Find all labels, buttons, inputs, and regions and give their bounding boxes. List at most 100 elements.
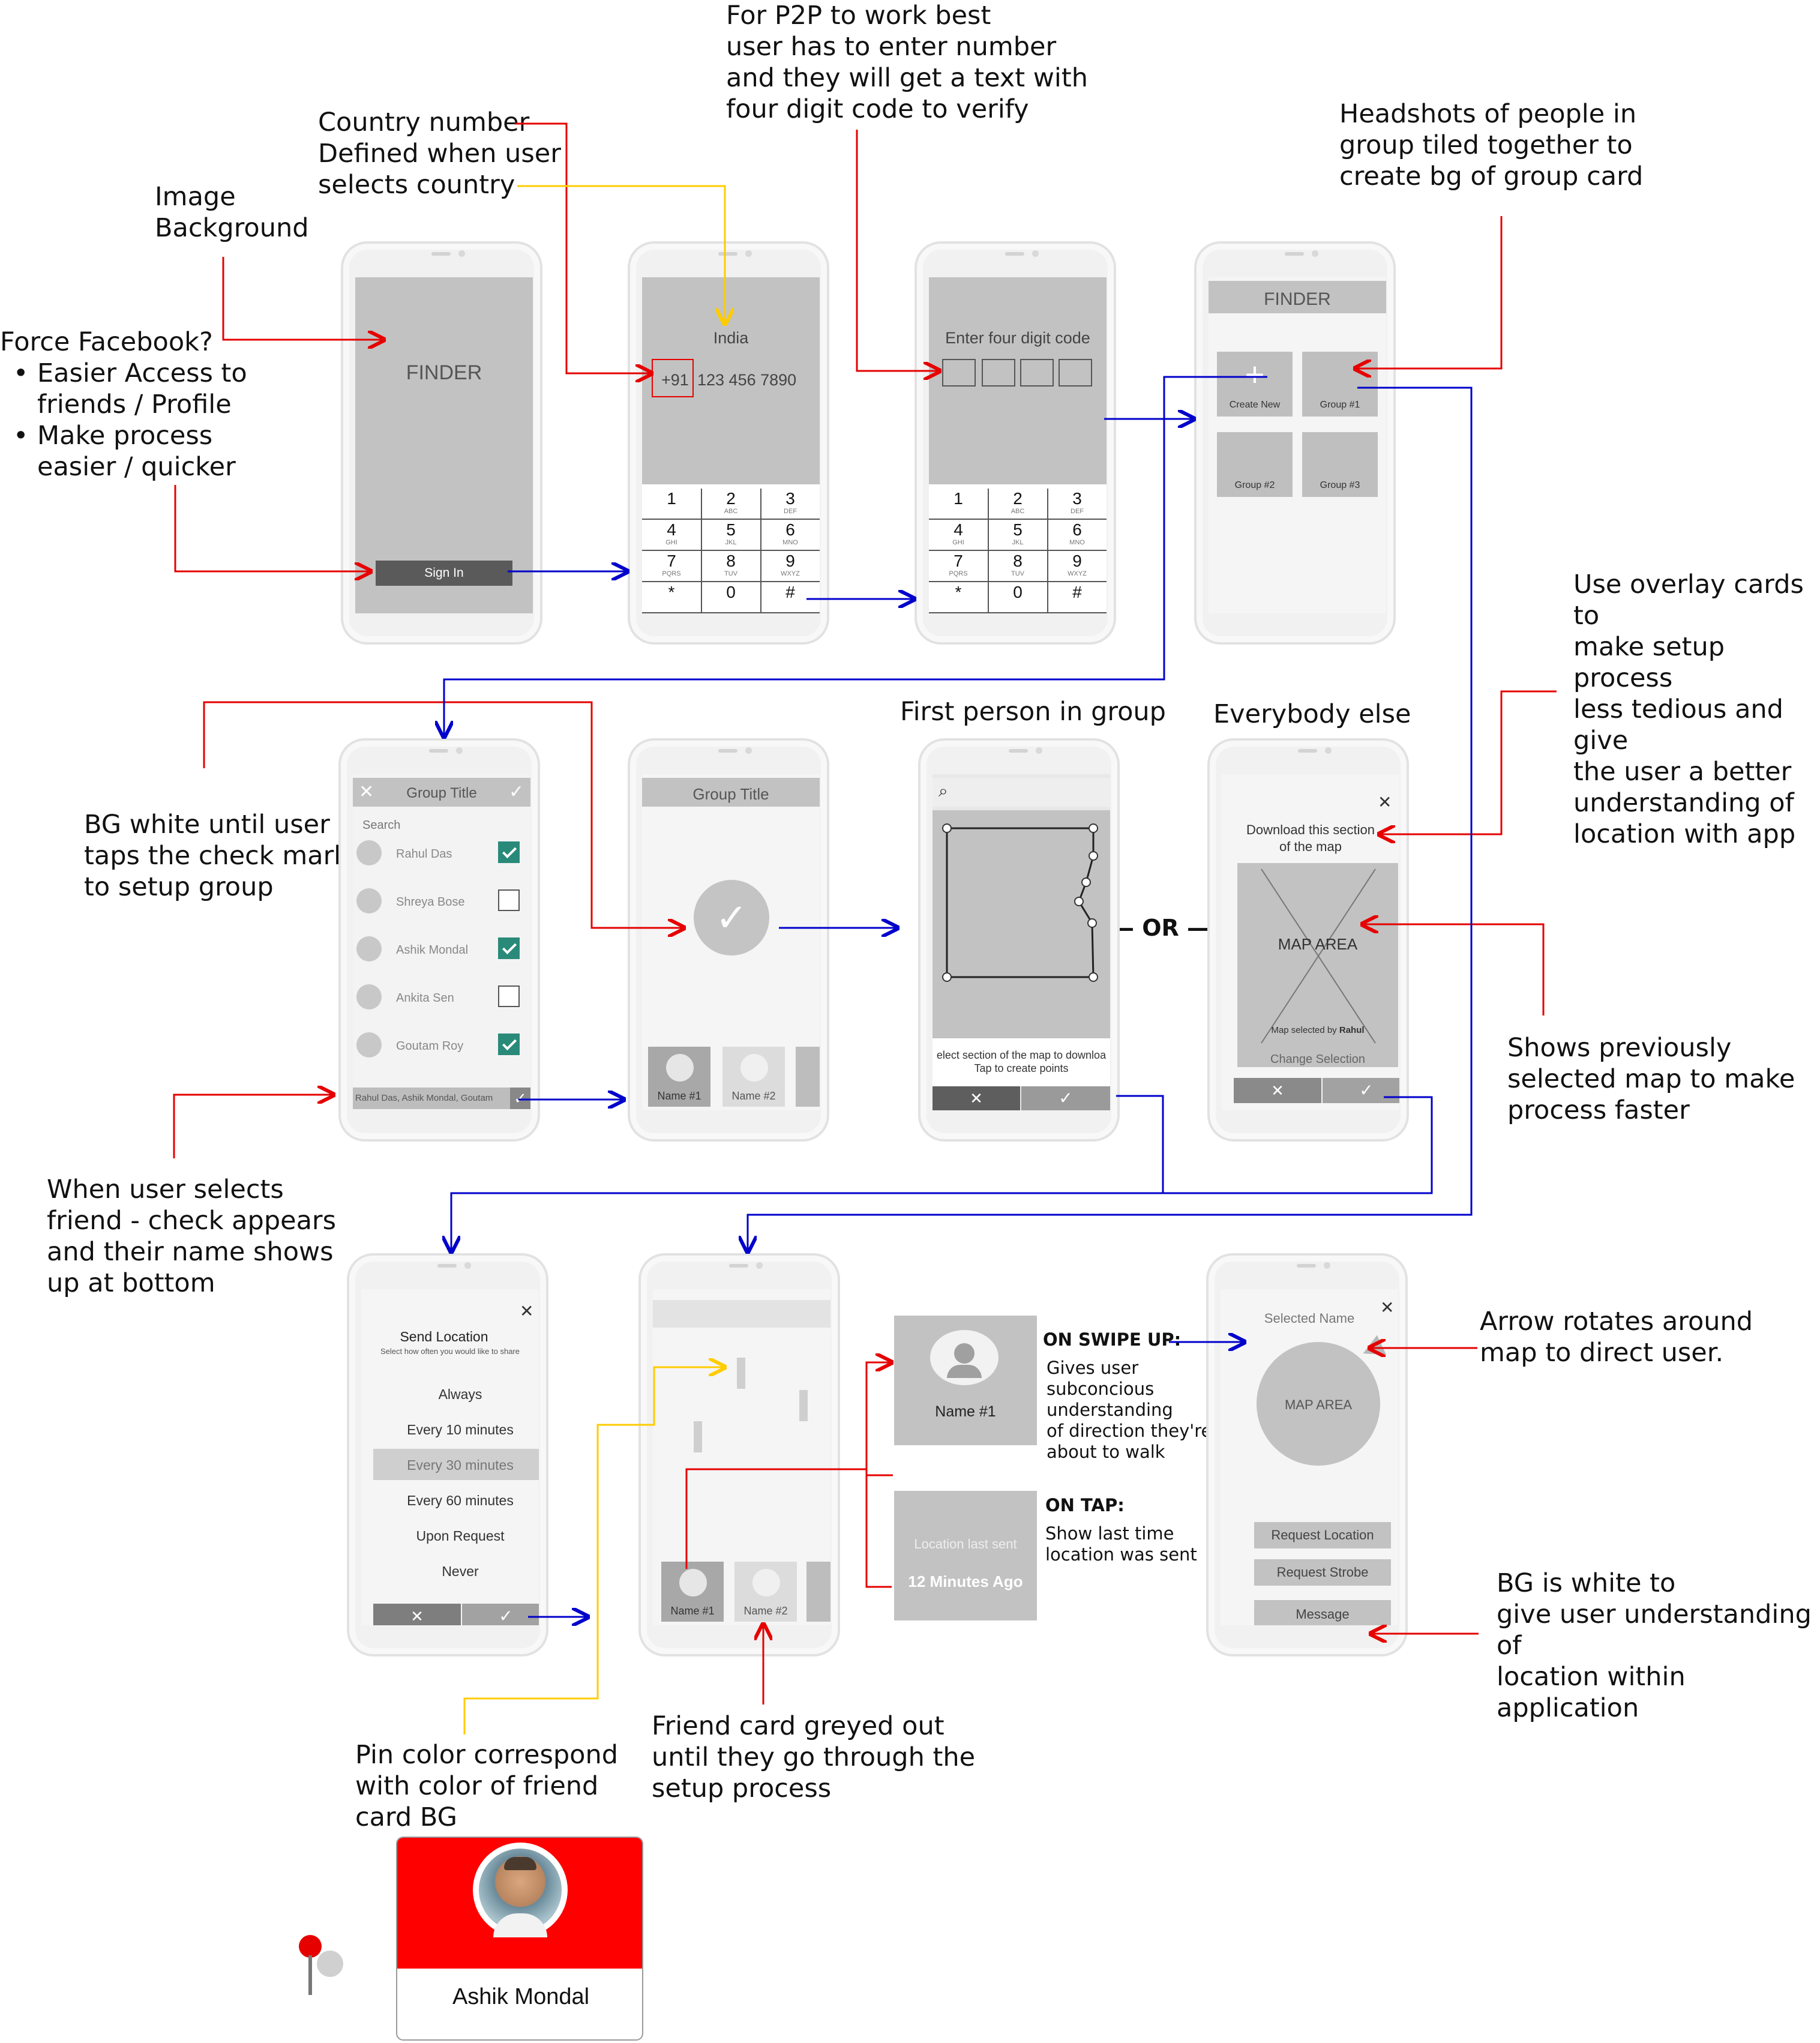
code-digit-2[interactable] bbox=[982, 359, 1015, 387]
friend-checkbox[interactable] bbox=[498, 1034, 520, 1055]
cancel-button[interactable]: ✕ bbox=[373, 1604, 461, 1625]
profile-card[interactable]: Ashik Mondal bbox=[396, 1837, 643, 2041]
friend-card-3-partial bbox=[806, 1562, 830, 1622]
message-button[interactable]: Message bbox=[1254, 1600, 1391, 1625]
keypad-key-letters: WXYZ bbox=[1068, 570, 1087, 577]
search-icon[interactable]: ⌕ bbox=[939, 781, 948, 800]
friend-card-1[interactable]: Name #1 bbox=[661, 1562, 724, 1622]
pin-marker-3[interactable] bbox=[694, 1421, 702, 1452]
verify-screen: Enter four digit code 1 2 ABC 3 DEF 4 GHI 5 JKL 6… bbox=[929, 277, 1107, 613]
keypad-key-4[interactable]: 4 GHI bbox=[642, 520, 701, 551]
keypad-key-9[interactable]: 9 WXYZ bbox=[761, 551, 820, 582]
create-new-card[interactable]: + Create New bbox=[1217, 352, 1293, 417]
last-sent-value: 12 Minutes Ago bbox=[908, 1572, 1023, 1590]
keypad-key-8[interactable]: 8 TUV bbox=[988, 551, 1047, 582]
frequency-option[interactable]: Every 10 minutes bbox=[373, 1413, 539, 1445]
phone-verify-code: Enter four digit code 1 2 ABC 3 DEF 4 GHI 5 JKL 6… bbox=[915, 241, 1116, 645]
friend-checkbox[interactable] bbox=[498, 889, 520, 911]
keypad-key-8[interactable]: 8 TUV bbox=[701, 551, 760, 582]
friend-row[interactable]: Shreya Bose bbox=[353, 885, 530, 921]
friend-avatar bbox=[356, 1032, 382, 1058]
pin-icon bbox=[296, 1933, 350, 1999]
frequency-option[interactable]: Every 60 minutes bbox=[373, 1484, 539, 1515]
friend-row[interactable]: Rahul Das bbox=[353, 837, 530, 873]
group-title-label[interactable]: Group Title bbox=[406, 785, 477, 801]
sign-in-button[interactable]: Sign In bbox=[376, 561, 512, 586]
keypad-key-5[interactable]: 5 JKL bbox=[701, 520, 760, 551]
map-selection-polygon[interactable] bbox=[933, 810, 1110, 1038]
keypad-key-0[interactable]: 0 bbox=[701, 582, 760, 613]
keypad-key-2[interactable]: 2 ABC bbox=[988, 489, 1047, 520]
keypad-key-0[interactable]: 0 bbox=[988, 582, 1047, 613]
friend-row[interactable]: Ashik Mondal bbox=[353, 933, 530, 969]
map-hint-1: elect section of the map to downloa bbox=[936, 1049, 1107, 1061]
cancel-button[interactable]: ✕ bbox=[933, 1086, 1020, 1110]
friend-avatar bbox=[356, 888, 382, 913]
keypad-key-1[interactable]: 1 bbox=[929, 489, 988, 520]
selected-bar-check-icon[interactable]: ✓ bbox=[510, 1088, 530, 1109]
keypad-key-3[interactable]: 3 DEF bbox=[761, 489, 820, 520]
country-label[interactable]: India bbox=[713, 329, 749, 347]
confirm-button[interactable]: ✓ bbox=[462, 1604, 539, 1625]
code-digit-1[interactable] bbox=[942, 359, 976, 387]
keypad-key-2[interactable]: 2 ABC bbox=[701, 489, 760, 520]
login-title: FINDER bbox=[406, 361, 482, 384]
friend-checkbox[interactable] bbox=[498, 841, 520, 863]
annotation-tap-title: ON TAP: bbox=[1045, 1495, 1125, 1515]
change-selection-button[interactable]: Change Selection bbox=[1270, 1053, 1365, 1066]
friend-card-2[interactable]: Name #2 bbox=[734, 1562, 797, 1622]
group-card-3[interactable]: Group #3 bbox=[1302, 432, 1378, 497]
phone-number-value[interactable]: 123 456 7890 bbox=[697, 371, 797, 389]
keypad-key-#[interactable]: # bbox=[1048, 582, 1107, 613]
friend-card-tap[interactable]: Location last sent 12 Minutes Ago bbox=[894, 1491, 1037, 1620]
keypad-key-6[interactable]: 6 MNO bbox=[761, 520, 820, 551]
friend-row[interactable]: Ankita Sen bbox=[353, 981, 530, 1017]
keypad-key-3[interactable]: 3 DEF bbox=[1048, 489, 1107, 520]
pin-head bbox=[299, 1935, 322, 1958]
search-input[interactable]: Search bbox=[362, 819, 401, 832]
close-icon[interactable]: ✕ bbox=[520, 1302, 534, 1320]
keypad-key-4[interactable]: 4 GHI bbox=[929, 520, 988, 551]
request-location-button[interactable]: Request Location bbox=[1254, 1522, 1391, 1548]
pin-stem bbox=[308, 1955, 312, 1995]
close-icon[interactable]: ✕ bbox=[1378, 793, 1392, 811]
cancel-button[interactable]: ✕ bbox=[1234, 1078, 1321, 1103]
confirm-button[interactable]: ✓ bbox=[1323, 1078, 1399, 1103]
keypad-key-letters: GHI bbox=[665, 539, 677, 546]
selected-names-bar: Rahul Das, Ashik Mondal, Goutam ✓ bbox=[353, 1088, 530, 1109]
keypad-key-number: 5 bbox=[1013, 520, 1023, 539]
frequency-option[interactable]: Every 30 minutes bbox=[373, 1449, 539, 1480]
confirm-check-icon[interactable]: ✓ bbox=[509, 782, 524, 802]
keypad-key-5[interactable]: 5 JKL bbox=[988, 520, 1047, 551]
friend-checkbox[interactable] bbox=[498, 985, 520, 1007]
friend-card-1[interactable]: Name #1 bbox=[648, 1047, 710, 1107]
code-digit-3[interactable] bbox=[1020, 359, 1054, 387]
keypad-key-7[interactable]: 7 PQRS bbox=[642, 551, 701, 582]
group-card-2[interactable]: Group #2 bbox=[1217, 432, 1293, 497]
keypad-key-*[interactable]: * bbox=[642, 582, 701, 613]
home-screen: FINDER + Create New Group #1 Group #2 Gr… bbox=[1209, 277, 1386, 613]
pin-marker-2[interactable] bbox=[799, 1390, 808, 1421]
request-strobe-button[interactable]: Request Strobe bbox=[1254, 1559, 1391, 1586]
confirm-button[interactable]: ✓ bbox=[1021, 1086, 1110, 1110]
keypad-key-9[interactable]: 9 WXYZ bbox=[1048, 551, 1107, 582]
frequency-option[interactable]: Never bbox=[373, 1555, 539, 1586]
friend-checkbox[interactable] bbox=[498, 937, 520, 959]
selected-by-name: Rahul bbox=[1339, 1025, 1365, 1035]
keypad-key-*[interactable]: * bbox=[929, 582, 988, 613]
map-search-bar[interactable] bbox=[933, 778, 1110, 807]
friend-card-swipe[interactable]: Name #1 bbox=[894, 1316, 1037, 1445]
frequency-option[interactable]: Upon Request bbox=[373, 1520, 539, 1551]
friend-row[interactable]: Goutam Roy bbox=[353, 1029, 530, 1065]
keypad-key-7[interactable]: 7 PQRS bbox=[929, 551, 988, 582]
code-digit-4[interactable] bbox=[1059, 359, 1092, 387]
close-icon[interactable]: ✕ bbox=[1380, 1298, 1395, 1317]
group-card-1[interactable]: Group #1 bbox=[1302, 352, 1378, 417]
keypad-key-6[interactable]: 6 MNO bbox=[1048, 520, 1107, 551]
pin-marker-1[interactable] bbox=[737, 1358, 745, 1389]
frequency-option[interactable]: Always bbox=[373, 1378, 539, 1409]
keypad-key-1[interactable]: 1 bbox=[642, 489, 701, 520]
annotation-friend-greyed: Friend card greyed out until they go thr… bbox=[652, 1711, 976, 1804]
keypad-key-#[interactable]: # bbox=[761, 582, 820, 613]
friend-card-2[interactable]: Name #2 bbox=[722, 1047, 785, 1107]
